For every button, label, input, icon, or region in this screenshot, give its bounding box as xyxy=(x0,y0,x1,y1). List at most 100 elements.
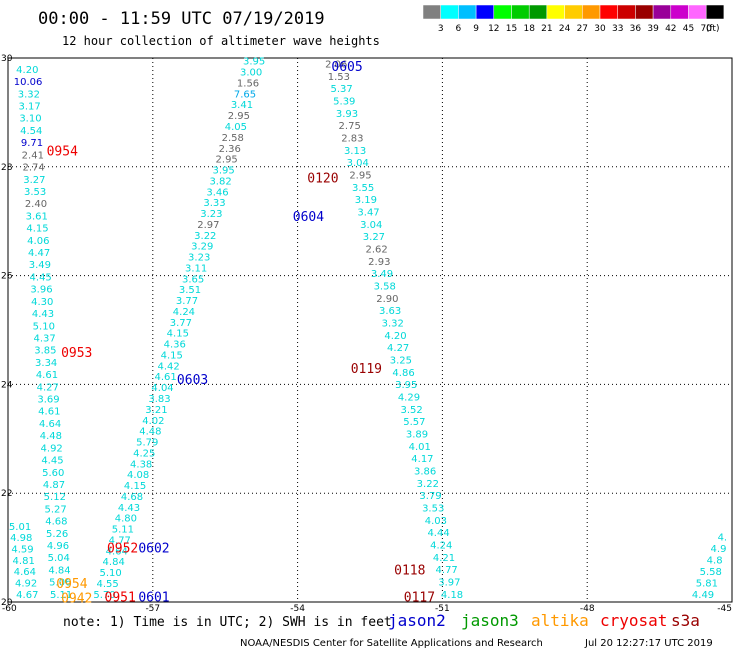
wave-height-value: 3.82 xyxy=(209,176,231,187)
wave-height-value: 4.49 xyxy=(692,590,714,601)
wave-height-value: 7.65 xyxy=(234,89,256,100)
wave-height-value: 3.85 xyxy=(34,346,56,357)
legend-label: 9 xyxy=(473,24,479,34)
legend-swatch xyxy=(564,4,583,20)
wave-height-value: 4.05 xyxy=(225,122,247,133)
wave-height-value: 4.84 xyxy=(103,557,125,568)
pass-time-label: 0601 xyxy=(138,591,169,606)
pass-time-label: 0954 xyxy=(47,144,78,159)
wave-height-value: 4.61 xyxy=(154,372,176,383)
wave-height-value: 4.61 xyxy=(36,370,58,381)
wave-height-value: 4.29 xyxy=(398,392,420,403)
pass-time-label: 0953 xyxy=(61,346,92,361)
wave-height-value: 2.36 xyxy=(219,144,241,155)
wave-height-value: 3.04 xyxy=(360,220,382,231)
legend-swatch xyxy=(599,4,618,20)
legend-swatch xyxy=(493,4,512,20)
legend-label: 33 xyxy=(612,24,623,34)
wave-height-value: 3.11 xyxy=(185,263,207,274)
wave-height-value: 4.54 xyxy=(20,126,42,137)
legend-label: 39 xyxy=(647,24,659,34)
wave-height-value: 4.02 xyxy=(142,416,164,427)
wave-height-value: 3.25 xyxy=(390,355,412,366)
pass-time-label: 0954 xyxy=(56,577,87,592)
wave-height-value: 5.57 xyxy=(403,417,425,428)
wave-height-value: 5.39 xyxy=(333,96,355,107)
wave-height-value: 3.13 xyxy=(344,146,366,157)
wave-height-value: 4.77 xyxy=(109,535,131,546)
wave-height-value: 2.93 xyxy=(368,257,390,268)
y-tick-label: 22 xyxy=(1,489,12,499)
legend-swatch xyxy=(705,4,725,20)
satellite-name: s3a xyxy=(671,611,700,630)
wave-height-value: 4.18 xyxy=(441,590,463,601)
x-tick-label: -54 xyxy=(290,604,305,614)
pass-time-label: 0119 xyxy=(351,362,382,377)
wave-height-value: 3.29 xyxy=(191,242,213,253)
satellite-legend: jason2 jason3 altika cryosat s3a xyxy=(388,611,700,630)
wave-height-value: 4.20 xyxy=(16,65,38,76)
wave-height-value: 4.87 xyxy=(43,480,65,491)
wave-height-value: 4.36 xyxy=(164,340,186,351)
wave-height-value: 3.61 xyxy=(26,211,48,222)
wave-height-value: 3.23 xyxy=(188,253,210,264)
legend-swatch xyxy=(652,4,672,20)
x-tick-label: -60 xyxy=(2,604,17,614)
wave-height-value: 4.81 xyxy=(13,556,35,567)
wave-height-value: 1.56 xyxy=(237,78,259,89)
wave-height-value: 2.74 xyxy=(22,163,44,174)
legend-swatch xyxy=(528,4,548,20)
wave-height-value: 3.95 xyxy=(212,166,234,177)
wave-height-value: 2.40 xyxy=(25,199,47,210)
wave-height-value: 3.83 xyxy=(148,394,170,405)
wave-height-value: 4.77 xyxy=(436,565,458,576)
wave-height-value: 2.75 xyxy=(339,121,361,132)
footer-note: note: 1) Time is in UTC; 2) SWH is in fe… xyxy=(63,615,392,630)
wave-height-value: 4.15 xyxy=(26,224,48,235)
footer-credit: NOAA/NESDIS Center for Satellite Applica… xyxy=(240,638,543,649)
wave-height-value: 3.95 xyxy=(243,57,265,68)
legend-label: 6 xyxy=(456,24,462,34)
wave-height-value: 4. xyxy=(718,533,728,544)
wave-height-value: 4.47 xyxy=(28,248,50,259)
y-tick-label: 28 xyxy=(1,163,13,173)
wave-height-value: 4.84 xyxy=(48,565,70,576)
wave-height-value: 4.80 xyxy=(115,514,137,525)
wave-height-value: 3.23 xyxy=(200,209,222,220)
wave-height-value: 3.79 xyxy=(419,491,441,502)
wave-height-value: 3.21 xyxy=(145,405,167,416)
wave-height-value: 3.69 xyxy=(37,395,59,406)
wave-height-value: 9.71 xyxy=(21,138,43,149)
wave-height-value: 3.58 xyxy=(374,281,396,292)
satellite-name: jason2 xyxy=(388,611,446,630)
footer-timestamp: Jul 20 12:27:17 UTC 2019 xyxy=(584,638,713,649)
wave-height-value: 3.55 xyxy=(352,183,374,194)
wave-height-value: 4.48 xyxy=(139,427,161,438)
wave-height-value: 5.04 xyxy=(48,553,70,564)
wave-height-value: 3.22 xyxy=(417,479,439,490)
wave-height-value: 3.93 xyxy=(336,109,358,120)
wave-height-value: 2.90 xyxy=(376,294,398,305)
legend-swatch xyxy=(617,4,636,20)
wave-height-value: 5.81 xyxy=(696,578,718,589)
wave-height-value: 4.86 xyxy=(392,368,414,379)
wave-height-value: 5.11 xyxy=(112,525,134,536)
wave-height-value: 4.64 xyxy=(14,567,36,578)
wave-height-value: 4.25 xyxy=(133,448,155,459)
wave-height-value: 4.96 xyxy=(47,541,69,552)
wave-height-value: 4.15 xyxy=(124,481,146,492)
legend-label: (ft) xyxy=(706,24,720,34)
wave-height-value: 4.59 xyxy=(11,545,33,556)
x-tick-label: -45 xyxy=(717,604,732,614)
chart-subtitle: 12 hour collection of altimeter wave hei… xyxy=(62,34,380,48)
wave-height-value: 4.27 xyxy=(387,343,409,354)
wave-height-value: 4.61 xyxy=(38,407,60,418)
wave-height-value: 3.77 xyxy=(176,296,198,307)
wave-height-value: 5.11 xyxy=(50,590,72,601)
legend-label: 18 xyxy=(523,24,535,34)
grid xyxy=(7,57,733,603)
legend-label: 70 xyxy=(700,24,712,34)
legend-swatch xyxy=(635,4,654,20)
satellite-name: cryosat xyxy=(600,611,667,630)
